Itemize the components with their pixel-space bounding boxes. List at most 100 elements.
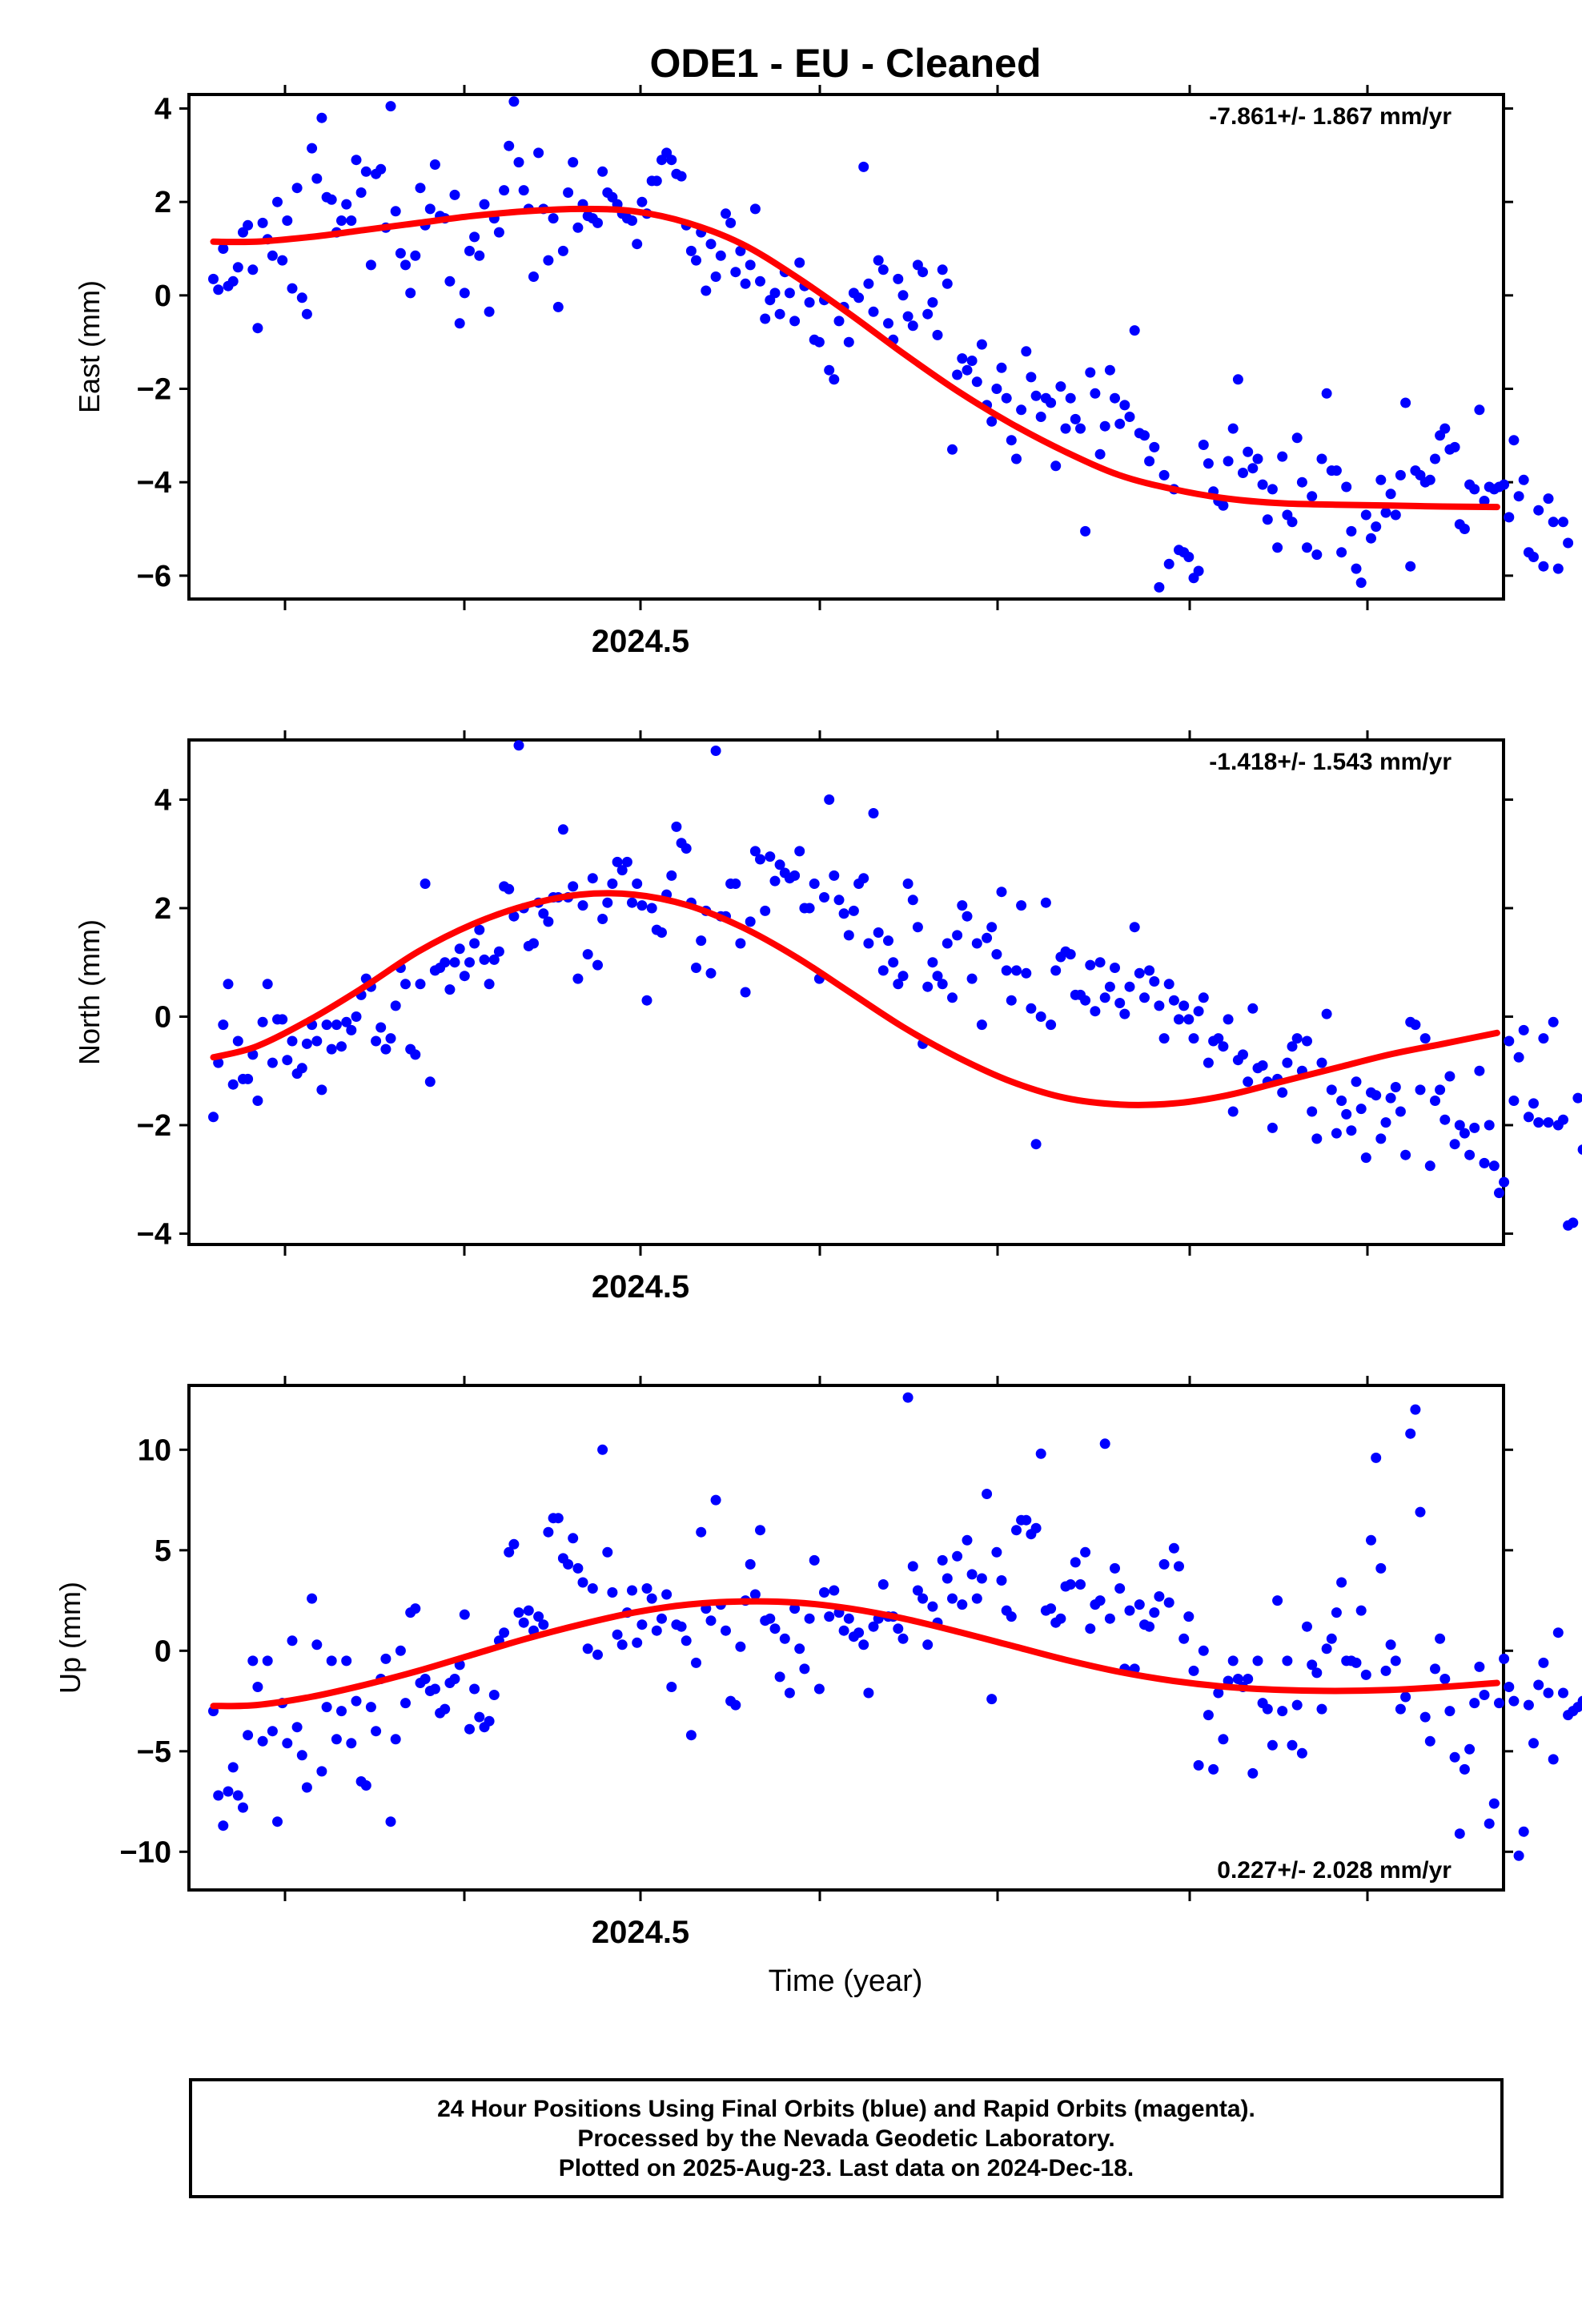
up-data-point bbox=[488, 1690, 500, 1700]
east-data-point bbox=[813, 336, 825, 348]
north-data-point bbox=[1419, 1033, 1431, 1044]
north-data-point bbox=[1291, 1033, 1303, 1044]
east-y-axis: 4 2 0 −2 −4 −6 bbox=[137, 93, 1513, 593]
east-data-point bbox=[735, 245, 746, 256]
up-data-point bbox=[607, 1587, 618, 1598]
north-data-point bbox=[420, 879, 431, 889]
up-data-point bbox=[863, 1687, 874, 1699]
east-data-point bbox=[676, 171, 687, 182]
north-data-point bbox=[976, 1019, 987, 1031]
north-data-point bbox=[1469, 1122, 1480, 1133]
up-x-tick-label-2024-5: 2024.5 bbox=[592, 1915, 689, 1950]
up-data-point bbox=[543, 1526, 554, 1538]
north-data-point bbox=[824, 794, 835, 805]
north-data-point bbox=[582, 949, 593, 960]
up-y-label: Up (mm) bbox=[54, 1582, 86, 1694]
north-data-point bbox=[691, 963, 701, 973]
up-data-point bbox=[676, 1621, 687, 1632]
up-data-point bbox=[651, 1625, 662, 1636]
east-data-point bbox=[1341, 481, 1352, 493]
up-data-point bbox=[390, 1734, 401, 1745]
up-data-point bbox=[858, 1639, 869, 1651]
east-data-point bbox=[829, 374, 840, 385]
north-data-point bbox=[1099, 992, 1110, 1003]
up-data-point bbox=[291, 1722, 303, 1733]
up-data-point bbox=[1158, 1558, 1170, 1570]
up-data-point bbox=[218, 1820, 229, 1831]
north-data-point bbox=[1247, 1003, 1259, 1014]
north-data-point bbox=[1558, 1114, 1568, 1125]
east-data-point bbox=[957, 353, 968, 364]
north-y-tick-label: −4 bbox=[137, 1217, 171, 1251]
north-data-point bbox=[543, 916, 554, 927]
east-data-point bbox=[1380, 507, 1391, 518]
up-data-point bbox=[1405, 1428, 1416, 1439]
east-data-point bbox=[1439, 423, 1451, 434]
north-data-point bbox=[863, 938, 874, 949]
north-x-ticks bbox=[283, 730, 1369, 1256]
east-data-point bbox=[1385, 489, 1396, 500]
east-data-point bbox=[429, 159, 440, 170]
north-data-point bbox=[1464, 1149, 1476, 1160]
up-data-point bbox=[307, 1593, 318, 1604]
north-data-point bbox=[621, 856, 632, 867]
north-data-point bbox=[883, 935, 893, 947]
up-data-point bbox=[721, 1625, 731, 1636]
north-data-point bbox=[469, 938, 480, 949]
east-data-point bbox=[232, 262, 243, 273]
up-data-point bbox=[917, 1593, 929, 1604]
east-data-point bbox=[966, 356, 978, 366]
east-data-point bbox=[774, 308, 785, 320]
up-data-point bbox=[1366, 1534, 1376, 1546]
up-data-point bbox=[991, 1546, 1002, 1558]
north-data-point bbox=[681, 843, 692, 854]
up-data-point bbox=[459, 1609, 470, 1620]
north-data-point bbox=[1154, 1000, 1165, 1011]
north-data-point bbox=[1513, 1051, 1524, 1063]
up-data-point bbox=[1528, 1738, 1539, 1749]
up-data-point bbox=[636, 1619, 648, 1630]
up-data-point bbox=[1360, 1669, 1371, 1680]
east-data-point bbox=[853, 292, 865, 304]
north-data-point bbox=[1385, 1092, 1396, 1104]
east-data-point bbox=[1006, 435, 1017, 446]
up-data-point bbox=[1218, 1734, 1229, 1745]
north-data-point bbox=[1243, 1076, 1254, 1088]
up-data-point bbox=[646, 1593, 657, 1604]
east-data-point bbox=[1065, 392, 1076, 404]
up-data-point bbox=[942, 1573, 953, 1584]
east-data-point bbox=[843, 336, 854, 348]
up-data-point bbox=[326, 1655, 337, 1667]
up-data-point bbox=[632, 1637, 643, 1648]
east-data-point bbox=[685, 245, 697, 256]
east-y-tick-label: 4 bbox=[155, 93, 171, 127]
up-data-point bbox=[784, 1687, 795, 1699]
up-data-point bbox=[238, 1802, 248, 1813]
north-data-point bbox=[1336, 1096, 1347, 1106]
north-data-point bbox=[809, 879, 820, 889]
up-data-point bbox=[538, 1619, 549, 1630]
east-data-point bbox=[479, 199, 490, 210]
east-data-point bbox=[715, 250, 726, 261]
north-data-point bbox=[971, 938, 982, 949]
up-data-point bbox=[1449, 1751, 1460, 1763]
east-data-point bbox=[1405, 561, 1416, 572]
east-data-point bbox=[518, 185, 529, 196]
east-data-point bbox=[1449, 441, 1460, 452]
up-data-point bbox=[1508, 1695, 1520, 1707]
up-data-points bbox=[208, 1392, 1582, 1861]
up-data-point bbox=[1513, 1850, 1524, 1861]
east-data-point bbox=[1543, 493, 1554, 505]
north-data-points bbox=[208, 740, 1582, 1231]
north-data-point bbox=[336, 1041, 347, 1052]
east-data-point bbox=[346, 215, 357, 226]
up-data-point bbox=[893, 1623, 904, 1634]
up-data-point bbox=[262, 1655, 273, 1667]
north-data-point bbox=[1533, 1117, 1544, 1128]
east-data-point bbox=[868, 306, 879, 317]
up-y-tick-label: 10 bbox=[138, 1433, 171, 1467]
east-data-point bbox=[1218, 500, 1229, 511]
up-data-point bbox=[868, 1621, 879, 1632]
north-data-point bbox=[1174, 1014, 1184, 1025]
up-data-point bbox=[779, 1633, 790, 1644]
